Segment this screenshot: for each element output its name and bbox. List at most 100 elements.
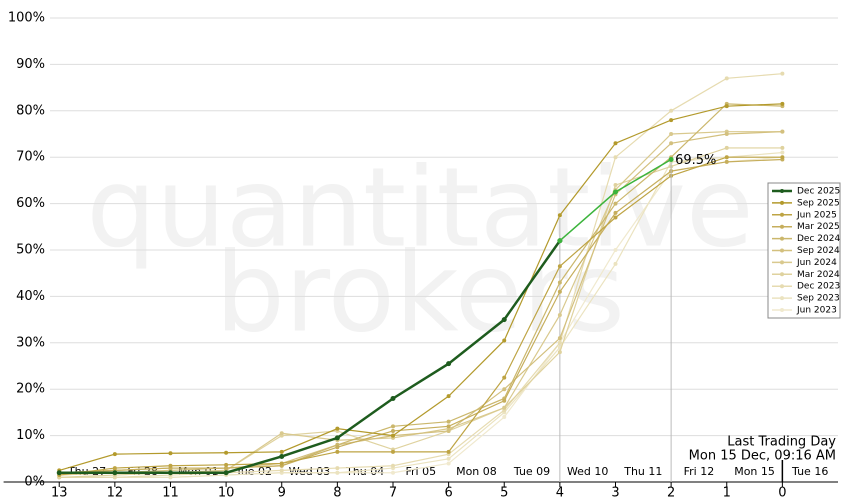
day-label: Thu 11 <box>623 465 662 478</box>
y-tick-label: 50% <box>16 243 45 258</box>
series-point <box>780 129 785 134</box>
series-point <box>724 159 729 164</box>
series-point <box>613 201 618 206</box>
y-tick-label: 30% <box>16 335 45 350</box>
series-point <box>335 445 340 450</box>
series-point <box>502 338 507 343</box>
series-point <box>724 104 729 109</box>
legend-label: Mar 2025 <box>797 222 840 232</box>
series-point <box>669 108 674 113</box>
series-point <box>224 462 229 467</box>
series-point <box>279 453 285 459</box>
series-line <box>59 156 783 476</box>
y-tick-label: 20% <box>16 382 45 397</box>
x-tick-label: 10 <box>218 486 235 500</box>
series-point <box>390 470 395 475</box>
series-point <box>167 470 173 476</box>
x-tick-label: 0 <box>778 486 786 500</box>
series-point <box>335 470 340 475</box>
series-point <box>446 449 451 454</box>
series-point <box>224 450 229 455</box>
series-point <box>279 468 284 473</box>
series-point <box>669 141 674 146</box>
series-line <box>59 158 783 474</box>
series-point <box>502 415 507 420</box>
series-point <box>724 155 729 160</box>
series-point <box>112 470 118 476</box>
y-tick-label: 100% <box>8 11 45 26</box>
x-tick-label: 8 <box>333 486 341 500</box>
series-point <box>557 340 562 345</box>
series-point <box>390 449 395 454</box>
series-line <box>59 131 783 474</box>
x-tick-label: 7 <box>389 486 397 500</box>
legend-swatch-dot <box>780 212 784 217</box>
legend-label: Sep 2023 <box>797 294 840 304</box>
legend-swatch-dot <box>780 200 784 205</box>
value-label: 69.5% <box>675 153 716 168</box>
series-point <box>780 101 785 106</box>
series-point <box>613 215 618 220</box>
series-point <box>724 76 729 81</box>
series-point <box>390 428 395 433</box>
day-label: Wed 10 <box>567 465 608 478</box>
series-line <box>59 151 783 478</box>
legend-swatch-dot <box>780 236 784 241</box>
series-point <box>613 141 618 146</box>
series-point <box>279 449 284 454</box>
series-point <box>780 71 785 76</box>
series-point <box>557 350 562 355</box>
legend-swatch-dot <box>780 189 784 193</box>
legend-label: Sep 2024 <box>797 246 840 256</box>
legend-swatch-dot <box>780 260 784 265</box>
series-point <box>557 280 562 285</box>
last-trading-day-label: Mon 15 Dec, 09:16 AM <box>689 449 836 464</box>
series-point <box>446 419 451 424</box>
legend-label: Dec 2024 <box>797 234 840 244</box>
x-tick-label: 9 <box>278 486 286 500</box>
series-point <box>168 463 173 468</box>
legend-label: Jun 2024 <box>796 258 837 268</box>
x-tick-label: 3 <box>611 486 619 500</box>
series-point <box>390 463 395 468</box>
series-line <box>59 73 783 478</box>
series-point <box>335 426 340 431</box>
legend-swatch-dot <box>780 296 784 301</box>
series-point <box>502 398 507 403</box>
series-point <box>780 145 785 150</box>
series-point <box>223 470 229 476</box>
legend-label: Jun 2025 <box>796 210 837 220</box>
day-label: Tue 16 <box>791 465 828 478</box>
series-point <box>780 155 785 160</box>
legend-label: Jun 2023 <box>796 306 837 316</box>
series-point <box>557 336 562 341</box>
series-point <box>724 145 729 150</box>
x-tick-label: 5 <box>500 486 508 500</box>
series-point <box>669 118 674 123</box>
series-point <box>446 424 451 429</box>
legend-swatch-dot <box>780 284 784 289</box>
series-point <box>112 452 117 457</box>
series-point <box>390 433 395 438</box>
day-label: Fri 05 <box>405 465 436 478</box>
legend-swatch-dot <box>780 272 784 277</box>
series-point <box>724 132 729 136</box>
day-label: Mon 08 <box>456 465 497 478</box>
series-point <box>334 435 340 441</box>
y-tick-label: 40% <box>16 289 45 304</box>
series-point <box>446 361 452 367</box>
x-tick-label: 1 <box>723 486 731 500</box>
day-label: Thu 04 <box>345 465 384 478</box>
x-tick-label: 4 <box>556 486 564 500</box>
series-point <box>613 248 618 252</box>
series-point <box>557 238 563 244</box>
series-line <box>59 103 783 471</box>
last-trading-day-label: Last Trading Day <box>727 435 836 450</box>
series-point <box>613 155 618 160</box>
legend-label: Dec 2025 <box>797 187 840 197</box>
x-tick-label: 2 <box>667 486 675 500</box>
x-tick-label: 6 <box>444 486 452 500</box>
